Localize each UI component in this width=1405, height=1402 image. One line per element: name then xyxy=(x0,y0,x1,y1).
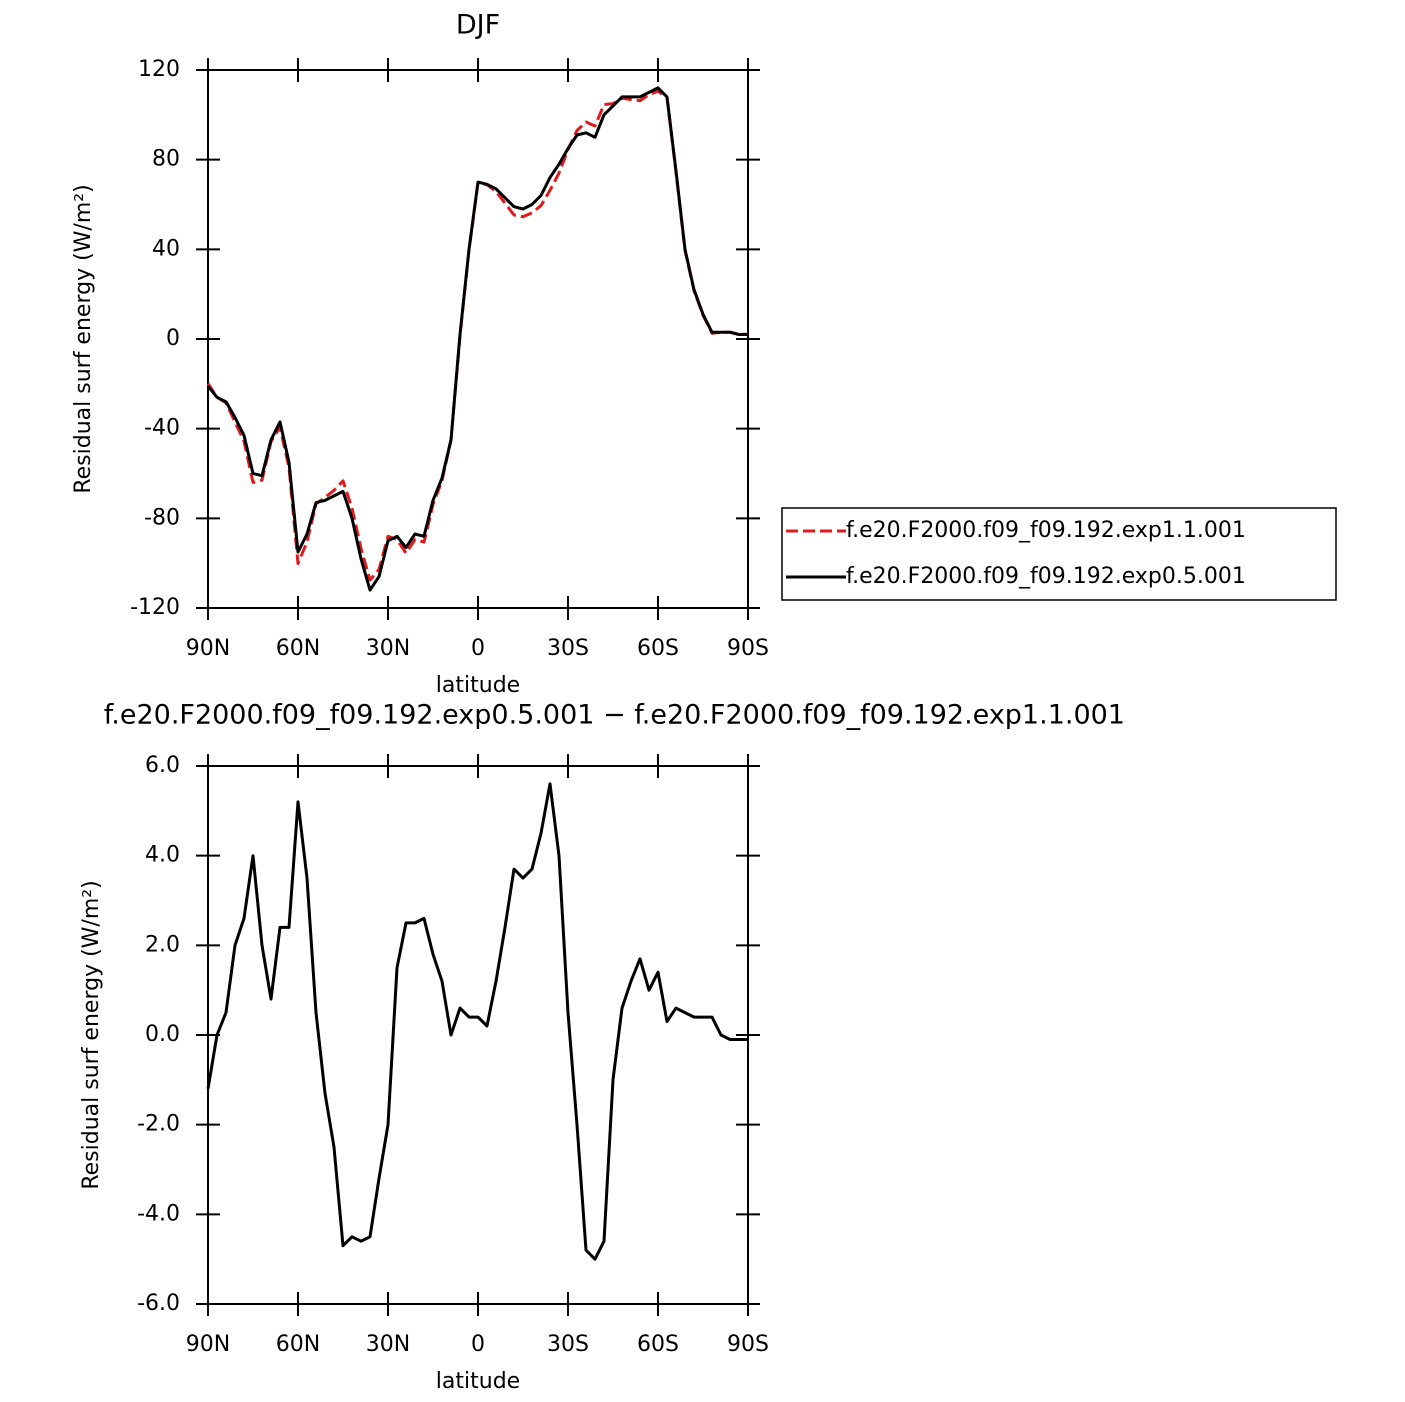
y-tick-label: -4.0 xyxy=(137,1201,180,1226)
y-tick-label: 6.0 xyxy=(145,753,180,778)
x-tick-label: 60N xyxy=(276,1332,320,1357)
x-tick-label: 0 xyxy=(471,636,485,661)
chart-title: f.e20.F2000.f09_f09.192.exp0.5.001 − f.e… xyxy=(104,700,1125,731)
data-line xyxy=(206,782,748,1261)
x-tick-label: 30S xyxy=(547,1332,589,1357)
plot-frame xyxy=(207,765,749,1305)
x-tick-label: 60S xyxy=(637,636,679,661)
x-axis-label: latitude xyxy=(436,1369,520,1394)
y-axis-label: Residual surf energy (W/m²) xyxy=(71,184,96,493)
y-tick-label: 4.0 xyxy=(145,843,180,868)
x-axis-label: latitude xyxy=(436,673,520,698)
y-tick-label: 80 xyxy=(152,147,180,172)
legend-label: f.e20.F2000.f09_f09.192.exp0.5.001 xyxy=(846,564,1246,589)
plot-frame xyxy=(207,69,749,609)
x-tick-label: 60S xyxy=(637,1332,679,1357)
x-tick-label: 90S xyxy=(727,1332,769,1357)
y-tick-label: 2.0 xyxy=(145,932,180,957)
legend-box xyxy=(781,507,1337,601)
y-tick-label: -80 xyxy=(144,505,180,530)
legend-label: f.e20.F2000.f09_f09.192.exp1.1.001 xyxy=(846,518,1246,543)
y-tick-label: 0.0 xyxy=(145,1022,180,1047)
x-tick-label: 90S xyxy=(727,636,769,661)
y-tick-label: -6.0 xyxy=(137,1291,180,1316)
y-tick-label: 120 xyxy=(138,57,180,82)
series-line xyxy=(206,89,748,582)
x-tick-label: 30N xyxy=(366,1332,410,1357)
y-tick-label: 0 xyxy=(166,326,180,351)
x-tick-label: 30N xyxy=(366,636,410,661)
x-tick-label: 90N xyxy=(186,1332,230,1357)
x-tick-label: 0 xyxy=(471,1332,485,1357)
y-axis-label: Residual surf energy (W/m²) xyxy=(79,880,104,1189)
x-tick-label: 90N xyxy=(186,636,230,661)
y-tick-label: 40 xyxy=(152,236,180,261)
chart-title: DJF xyxy=(456,10,500,41)
series-line xyxy=(206,86,748,592)
y-tick-label: -120 xyxy=(130,595,180,620)
x-tick-label: 60N xyxy=(276,636,320,661)
x-tick-label: 30S xyxy=(547,636,589,661)
y-tick-label: -40 xyxy=(144,416,180,441)
y-tick-label: -2.0 xyxy=(137,1112,180,1137)
